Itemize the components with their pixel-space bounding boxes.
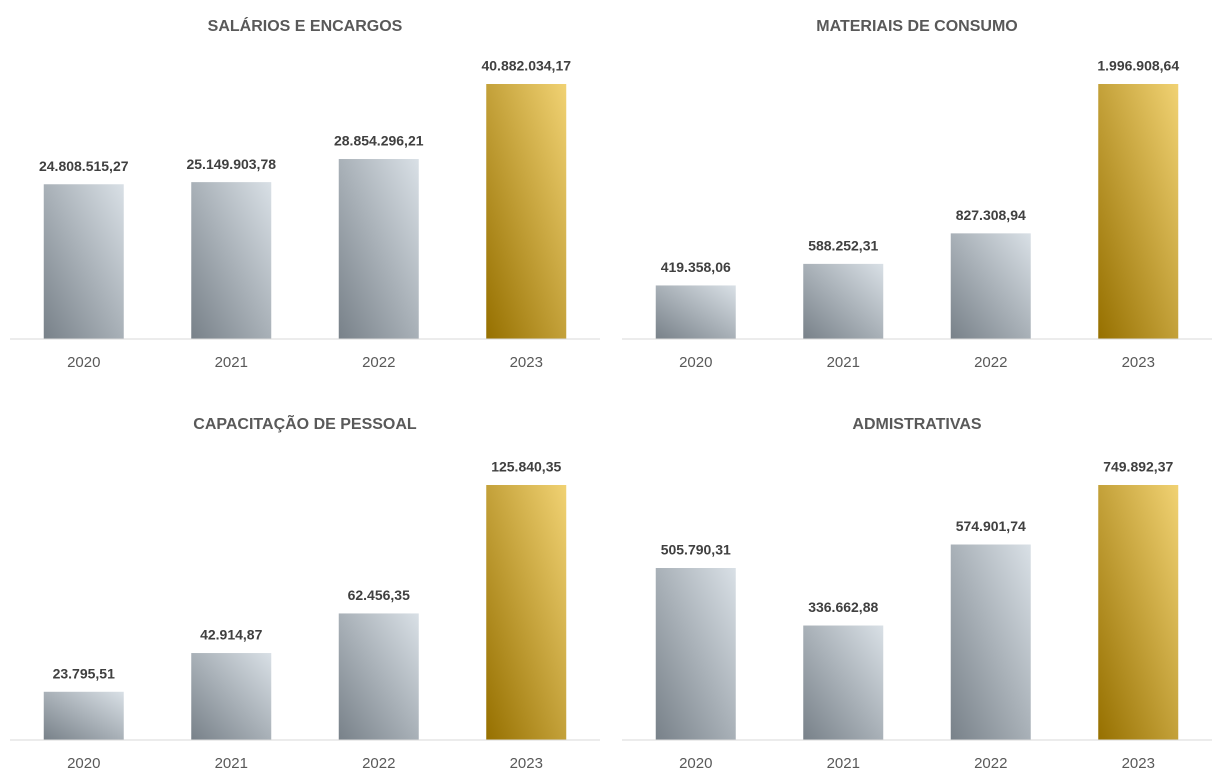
bar bbox=[1098, 84, 1179, 339]
data-label: 574.901,74 bbox=[956, 518, 1026, 534]
bar bbox=[191, 653, 272, 740]
x-tick-label: 2020 bbox=[67, 354, 100, 371]
data-label: 1.996.908,64 bbox=[1097, 58, 1179, 74]
x-tick-label: 2022 bbox=[974, 755, 1007, 769]
data-label: 125.840,35 bbox=[491, 459, 561, 475]
bar bbox=[43, 184, 124, 339]
bar bbox=[191, 182, 272, 339]
bar bbox=[803, 625, 884, 740]
bar bbox=[655, 568, 736, 740]
bar bbox=[950, 544, 1031, 740]
x-tick-label: 2020 bbox=[679, 354, 712, 371]
bar bbox=[338, 159, 419, 339]
x-tick-label: 2022 bbox=[362, 755, 395, 769]
bar bbox=[486, 485, 567, 740]
data-label: 749.892,37 bbox=[1103, 459, 1173, 475]
x-tick-label: 2023 bbox=[1122, 354, 1155, 371]
data-label: 24.808.515,27 bbox=[39, 158, 129, 174]
data-label: 505.790,31 bbox=[661, 542, 731, 558]
bar bbox=[338, 613, 419, 740]
data-label: 42.914,87 bbox=[200, 627, 262, 643]
x-tick-label: 2021 bbox=[827, 755, 860, 769]
bar bbox=[655, 285, 736, 339]
x-tick-label: 2022 bbox=[974, 354, 1007, 371]
x-tick-label: 2023 bbox=[1122, 755, 1155, 769]
bar bbox=[43, 691, 124, 740]
chart-title: MATERIAIS DE CONSUMO bbox=[816, 18, 1017, 35]
x-tick-label: 2022 bbox=[362, 354, 395, 371]
x-tick-label: 2021 bbox=[215, 354, 248, 371]
bar bbox=[803, 263, 884, 339]
data-label: 62.456,35 bbox=[348, 587, 410, 603]
chart-title: SALÁRIOS E ENCARGOS bbox=[208, 16, 403, 35]
x-tick-label: 2020 bbox=[679, 755, 712, 769]
data-label: 28.854.296,21 bbox=[334, 133, 424, 149]
data-label: 25.149.903,78 bbox=[186, 156, 276, 172]
data-label: 336.662,88 bbox=[808, 599, 878, 615]
data-label: 827.308,94 bbox=[956, 207, 1026, 223]
x-tick-label: 2021 bbox=[215, 755, 248, 769]
chart-title: CAPACITAÇÃO DE PESSOAL bbox=[193, 413, 417, 433]
data-label: 588.252,31 bbox=[808, 238, 878, 254]
x-tick-label: 2023 bbox=[510, 354, 543, 371]
bar bbox=[1098, 485, 1179, 740]
data-label: 40.882.034,17 bbox=[481, 58, 571, 74]
bar bbox=[486, 84, 567, 339]
x-tick-label: 2021 bbox=[827, 354, 860, 371]
x-tick-label: 2023 bbox=[510, 755, 543, 769]
data-label: 419.358,06 bbox=[661, 259, 731, 275]
chart-title: ADMISTRATIVAS bbox=[852, 416, 982, 433]
data-label: 23.795,51 bbox=[53, 665, 115, 681]
bar bbox=[950, 233, 1031, 339]
x-tick-label: 2020 bbox=[67, 755, 100, 769]
